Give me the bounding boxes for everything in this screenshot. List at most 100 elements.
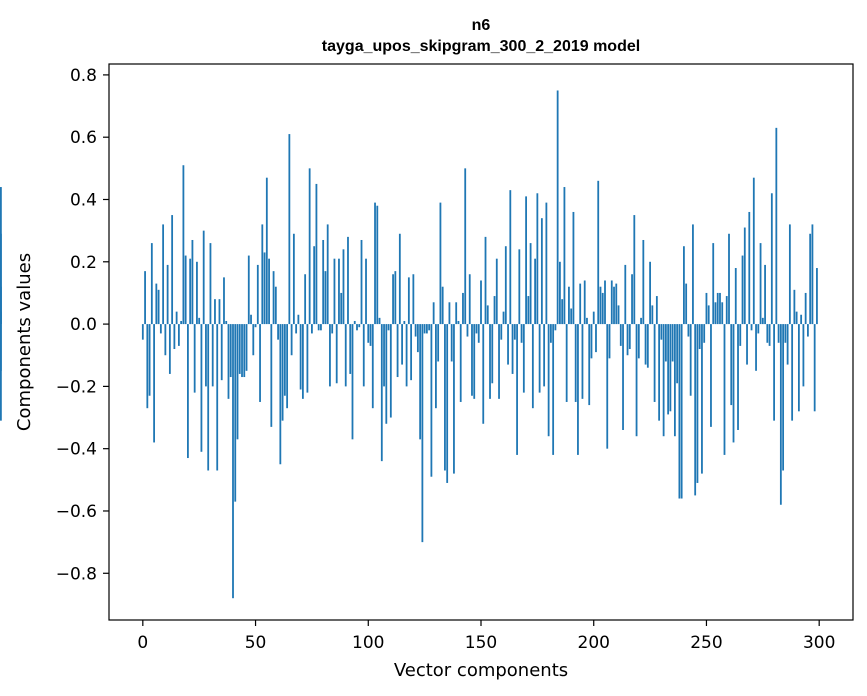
bar-74 — [308, 168, 311, 325]
bar-166 — [516, 324, 518, 455]
bar-158 — [498, 324, 500, 399]
bar-99 — [365, 258, 367, 325]
bar-54 — [263, 252, 266, 325]
bar-63 — [283, 324, 286, 396]
bar-281 — [775, 127, 778, 325]
bar-184 — [556, 90, 559, 325]
bar-167 — [518, 249, 521, 325]
bar-265 — [739, 324, 742, 346]
bar-294 — [804, 292, 807, 325]
bar-73 — [306, 324, 309, 393]
bar-116 — [403, 320, 406, 325]
bar-266 — [741, 255, 744, 325]
bar-262 — [732, 324, 735, 443]
bar-211 — [617, 305, 620, 325]
x-tick-label: 200 — [578, 633, 610, 653]
bar-86 — [335, 324, 338, 384]
bar-278 — [768, 324, 771, 346]
bar-49 — [252, 324, 255, 356]
bar-267 — [743, 227, 746, 325]
chart-title: n6 — [472, 17, 491, 34]
bar-78 — [317, 324, 320, 331]
bar-193 — [577, 324, 579, 455]
bar-47 — [247, 255, 250, 325]
bar-137 — [450, 324, 453, 362]
bar-64 — [286, 324, 289, 409]
y-tick-label: 0.6 — [70, 128, 97, 148]
bar-255 — [716, 292, 719, 325]
bar-103 — [374, 202, 376, 325]
bar-119 — [410, 324, 413, 381]
bar-290 — [795, 311, 798, 325]
bar-235 — [671, 324, 674, 362]
bar-104 — [376, 205, 379, 325]
bar-75 — [311, 324, 313, 334]
bar-17 — [180, 320, 183, 325]
bar-225 — [649, 261, 651, 325]
bar-191 — [572, 211, 575, 325]
bar-45 — [243, 324, 246, 378]
bar-214 — [624, 264, 627, 325]
bar-18 — [182, 165, 185, 325]
bar-136 — [448, 302, 451, 325]
bar-189 — [568, 286, 570, 325]
bar-undefined — [0, 187, 2, 325]
bar-197 — [586, 317, 588, 325]
bar-140 — [457, 320, 460, 325]
bar-21 — [189, 258, 192, 325]
bar-179 — [545, 202, 548, 325]
bar-201 — [595, 324, 597, 353]
bar-115 — [401, 324, 403, 365]
bar-8 — [159, 324, 162, 334]
bar-106 — [380, 324, 383, 462]
bar-141 — [459, 324, 462, 402]
bar-272 — [755, 324, 757, 371]
bar-298 — [813, 324, 816, 412]
bar-32 — [214, 299, 216, 325]
bar-81 — [324, 271, 327, 325]
bar-222 — [642, 239, 645, 325]
bar-250 — [705, 292, 708, 325]
bar-224 — [646, 324, 649, 368]
x-tick-label: 250 — [690, 633, 722, 653]
bar-100 — [367, 324, 370, 343]
bar-243 — [689, 324, 692, 396]
x-tick-label: 100 — [352, 633, 384, 653]
bar-237 — [676, 324, 679, 384]
bar-123 — [419, 324, 422, 440]
bar-291 — [797, 324, 800, 412]
bar-182 — [552, 324, 555, 455]
bar-133 — [441, 286, 444, 325]
bar-173 — [531, 324, 534, 409]
x-axis-label: Vector components — [394, 660, 568, 681]
bar-37 — [225, 320, 228, 325]
bar-161 — [504, 246, 507, 325]
bar-157 — [495, 258, 498, 325]
bar-283 — [779, 324, 782, 505]
chart-subtitle: tayga_upos_skipgram_300_2_2019 model — [322, 38, 640, 55]
bar-284 — [782, 324, 785, 471]
bar-16 — [177, 324, 180, 346]
y-tick-label: 0.4 — [70, 190, 97, 210]
bar-231 — [662, 324, 665, 437]
bar-252 — [710, 324, 712, 427]
y-tick-label: −0.2 — [56, 377, 97, 397]
bar-199 — [590, 324, 593, 359]
bar-295 — [807, 324, 809, 337]
x-axis-ticks: 0 50 100 150 200 250 300 — [137, 620, 835, 653]
bar-14 — [173, 324, 176, 350]
bar-277 — [766, 324, 769, 343]
bar-38 — [227, 324, 230, 399]
bar-217 — [631, 274, 633, 325]
bar-129 — [432, 302, 435, 325]
bar-77 — [315, 183, 318, 325]
bar-79 — [320, 324, 322, 331]
bar-287 — [788, 224, 791, 325]
y-axis-label: Components values — [14, 253, 35, 431]
bar-274 — [759, 243, 762, 325]
bar-72 — [304, 274, 307, 325]
bar-299 — [816, 268, 818, 325]
bar-52 — [259, 324, 261, 402]
bar-27 — [202, 230, 205, 325]
